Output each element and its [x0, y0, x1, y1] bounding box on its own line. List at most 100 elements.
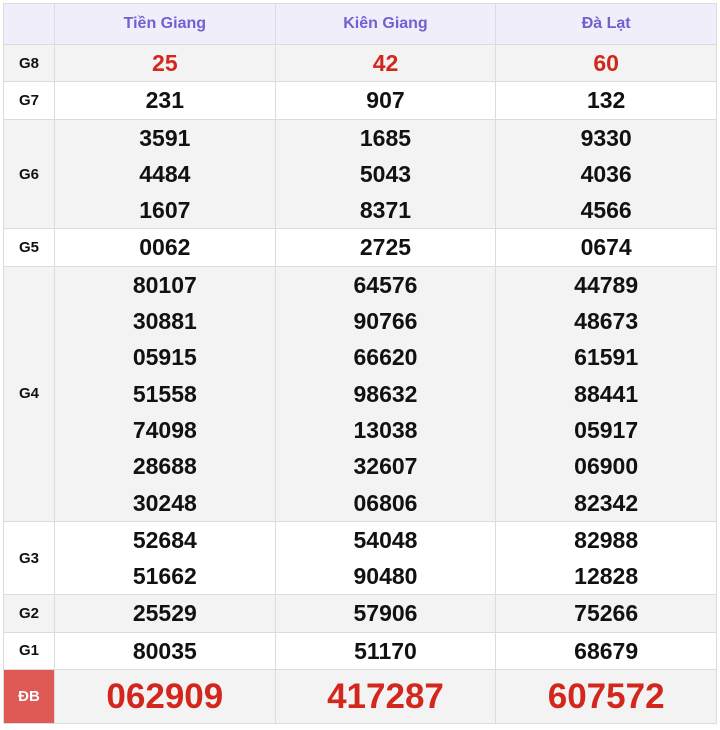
result-number: 32607 [353, 453, 418, 480]
result-cell: 60 [495, 43, 717, 83]
prize-label: G7 [3, 81, 55, 120]
result-number: 5043 [359, 160, 412, 187]
result-number: 06806 [353, 489, 418, 516]
result-number: 25529 [132, 600, 197, 627]
result-number: 66620 [353, 344, 418, 371]
result-cell: 907 [274, 81, 497, 120]
result-number: 51662 [132, 563, 197, 590]
result-number: 52684 [132, 526, 197, 553]
result-number: 907 [366, 87, 405, 114]
result-number: 51170 [354, 637, 417, 664]
result-number: 48673 [574, 308, 639, 335]
header-row: Tiền Giang Kiên Giang Đà Lạt [3, 3, 717, 45]
result-cell: 0062 [54, 228, 276, 267]
result-number: 88441 [574, 380, 639, 407]
result-number: 0062 [139, 234, 191, 261]
prize-row-g2: G2 25529 57906 75266 [3, 594, 717, 633]
result-number: 44789 [574, 271, 639, 298]
result-number: 3591 [139, 124, 191, 151]
lottery-results-table: Tiền Giang Kiên Giang Đà Lạt G8 25 42 60 G7 2… [3, 3, 717, 725]
result-number: 68679 [574, 637, 639, 664]
result-number: 05915 [132, 344, 197, 371]
result-number: 12828 [574, 563, 639, 590]
result-cell: 3591 4484 1607 [54, 118, 276, 230]
result-cell: 68679 [495, 631, 717, 671]
result-number: 4036 [580, 160, 632, 187]
result-number: 80035 [132, 637, 197, 664]
result-number: 417287 [327, 677, 444, 717]
result-cell: 54048 90480 [274, 520, 497, 596]
result-cell: 2725 [274, 228, 497, 267]
result-number: 2725 [359, 234, 412, 261]
prize-row-g5: G5 0062 2725 0674 [3, 228, 717, 267]
prize-label: G1 [3, 631, 55, 671]
prize-row-g4: G4 80107 30881 05915 51558 74098 28688 30248 645… [3, 265, 717, 522]
result-number: 4566 [580, 197, 632, 224]
result-number: 42 [372, 50, 399, 76]
prize-label: G4 [3, 265, 55, 522]
result-number: 75266 [574, 600, 639, 627]
result-number: 4484 [139, 160, 191, 187]
prize-label: G3 [3, 520, 55, 596]
prize-label: G6 [3, 118, 55, 230]
result-number: 9330 [580, 124, 632, 151]
result-number: 607572 [547, 677, 665, 717]
result-cell: 64576 90766 66620 98632 13038 32607 06806 [274, 265, 497, 522]
result-number: 54048 [353, 526, 418, 553]
result-cell: 132 [495, 81, 717, 120]
result-cell: 52684 51662 [54, 520, 276, 596]
result-cell: 607572 [495, 669, 717, 725]
result-number: 30881 [132, 308, 197, 335]
result-number: 062909 [106, 677, 224, 717]
result-number: 82988 [574, 526, 639, 553]
result-number: 1607 [139, 197, 191, 224]
result-cell: 80107 30881 05915 51558 74098 28688 30248 [54, 265, 276, 522]
result-number: 61591 [574, 344, 639, 371]
province-header: Đà Lạt [495, 3, 717, 45]
result-cell: 75266 [495, 594, 717, 633]
result-number: 13038 [353, 416, 418, 443]
result-cell: 42 [274, 43, 497, 83]
result-cell: 80035 [54, 631, 276, 671]
prize-row-g1: G1 80035 51170 68679 [3, 631, 717, 671]
province-header: Kiên Giang [274, 3, 497, 45]
result-number: 98632 [353, 380, 418, 407]
prize-row-g7: G7 231 907 132 [3, 81, 717, 120]
result-number: 25 [152, 50, 178, 76]
prize-row-đb: ĐB 062909 417287 607572 [3, 669, 717, 725]
prize-label: G8 [3, 43, 55, 83]
result-number: 06900 [574, 453, 639, 480]
result-number: 90766 [353, 308, 418, 335]
result-cell: 25 [54, 43, 276, 83]
result-number: 28688 [132, 453, 197, 480]
result-number: 60 [593, 50, 619, 76]
result-cell: 062909 [54, 669, 276, 725]
result-cell: 82988 12828 [495, 520, 717, 596]
result-cell: 57906 [274, 594, 497, 633]
result-number: 0674 [580, 234, 632, 261]
prize-label: ĐB [3, 669, 55, 725]
prize-row-g8: G8 25 42 60 [3, 43, 717, 83]
result-number: 05917 [574, 416, 639, 443]
corner-cell [3, 3, 55, 45]
result-cell: 1685 5043 8371 [274, 118, 497, 230]
result-number: 64576 [353, 271, 418, 298]
result-number: 57906 [353, 600, 418, 627]
prize-row-g6: G6 3591 4484 1607 1685 5043 8371 9330 4036 4566 [3, 118, 717, 230]
result-number: 8371 [359, 197, 412, 224]
result-cell: 417287 [274, 669, 497, 725]
prize-label: G2 [3, 594, 55, 633]
result-number: 90480 [353, 563, 418, 590]
result-cell: 44789 48673 61591 88441 05917 06900 82342 [495, 265, 717, 522]
prize-label: G5 [3, 228, 55, 267]
prize-row-g3: G3 52684 51662 54048 90480 82988 12828 [3, 520, 717, 596]
result-number: 231 [145, 87, 185, 114]
result-number: 51558 [132, 380, 197, 407]
result-cell: 9330 4036 4566 [495, 118, 717, 230]
result-number: 80107 [132, 271, 197, 298]
result-number: 132 [586, 87, 626, 114]
result-cell: 231 [54, 81, 276, 120]
result-number: 74098 [132, 416, 197, 443]
province-header: Tiền Giang [54, 3, 276, 45]
result-number: 30248 [132, 489, 197, 516]
